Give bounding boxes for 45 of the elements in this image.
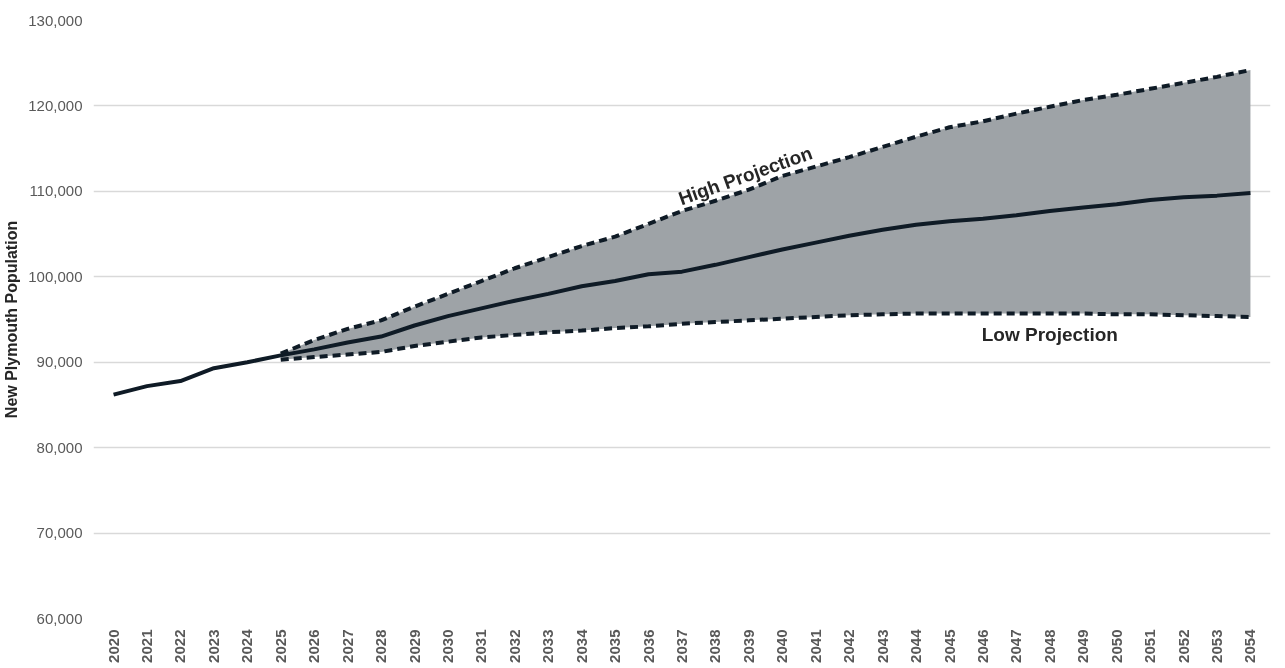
x-tick-label: 2035 xyxy=(606,629,624,663)
x-tick-label: 2040 xyxy=(773,629,791,663)
x-tick-label: 2023 xyxy=(204,629,222,663)
x-tick-label: 2046 xyxy=(973,629,991,663)
x-tick-label: 2028 xyxy=(372,629,390,663)
x-tick-label: 2043 xyxy=(873,629,891,663)
x-tick-label: 2049 xyxy=(1074,629,1092,663)
x-tick-label: 2029 xyxy=(405,629,423,663)
x-tick-label: 2047 xyxy=(1007,629,1025,663)
y-axis-title: New Plymouth Population xyxy=(3,220,21,419)
x-tick-label: 2044 xyxy=(907,628,925,663)
y-tick-label: 100,000 xyxy=(28,267,83,285)
x-tick-label: 2036 xyxy=(639,629,657,663)
x-tick-label: 2042 xyxy=(840,629,858,663)
x-tick-label: 2050 xyxy=(1107,629,1125,663)
y-tick-label: 90,000 xyxy=(36,353,83,371)
y-tick-label: 80,000 xyxy=(36,438,83,456)
x-tick-label: 2054 xyxy=(1241,628,1259,663)
x-tick-label: 2022 xyxy=(171,629,189,663)
x-tick-label: 2038 xyxy=(706,629,724,663)
x-tick-label: 2039 xyxy=(739,629,757,663)
y-tick-label: 120,000 xyxy=(28,96,83,114)
y-tick-label: 60,000 xyxy=(36,609,83,627)
series-label: Low Projection xyxy=(981,323,1118,345)
y-tick-label: 110,000 xyxy=(29,182,83,200)
x-tick-label: 2025 xyxy=(271,629,289,663)
x-tick-label: 2053 xyxy=(1208,629,1225,663)
x-tick-label: 2037 xyxy=(673,629,690,663)
x-tick-label: 2024 xyxy=(238,628,256,663)
x-tick-label: 2052 xyxy=(1174,629,1192,663)
x-tick-label: 2021 xyxy=(138,629,155,663)
x-tick-label: 2048 xyxy=(1040,629,1058,663)
y-tick-label: 130,000 xyxy=(28,11,83,29)
x-tick-label: 2034 xyxy=(572,628,590,663)
x-tick-label: 2051 xyxy=(1141,629,1159,663)
x-tick-label: 2045 xyxy=(940,629,958,663)
x-tick-label: 2030 xyxy=(438,629,456,663)
x-tick-label: 2031 xyxy=(472,629,490,663)
x-tick-label: 2026 xyxy=(305,629,323,663)
x-tick-label: 2027 xyxy=(338,629,356,663)
x-tick-label: 2032 xyxy=(505,629,523,663)
x-tick-label: 2020 xyxy=(104,629,122,663)
y-tick-label: 70,000 xyxy=(36,524,83,542)
x-tick-label: 2033 xyxy=(539,629,557,663)
x-tick-label: 2041 xyxy=(806,629,824,663)
